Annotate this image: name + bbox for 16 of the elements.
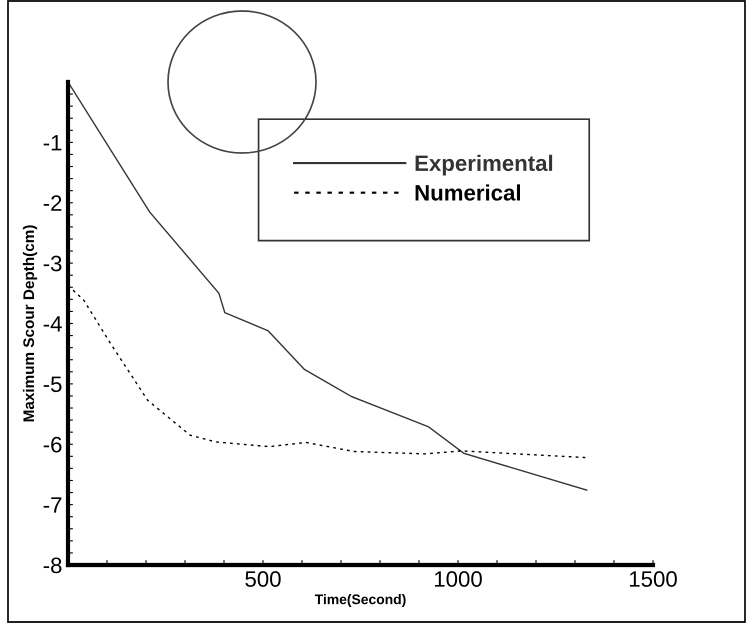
text: Numerical: [416, 184, 520, 201]
y-tick-label: -3: [44, 256, 62, 272]
text: Experimental: [416, 154, 552, 176]
x-tick-label: 1500: [630, 571, 677, 587]
x-tick-label: 1000: [434, 571, 482, 587]
x-tick-label: 500: [245, 571, 281, 587]
x-axis-title: Time(Second): [314, 594, 406, 607]
y-tick-label: -8: [44, 558, 62, 574]
y-tick-label: -5: [44, 376, 62, 392]
y-tick-label: -7: [44, 497, 62, 513]
y-axis-title: Maximum Scour Depth(cm): [22, 225, 38, 422]
line-series: [68, 82, 588, 491]
y-tick-label: -6: [44, 436, 62, 453]
y-tick-label: -4: [44, 316, 62, 332]
y-tick-label: -1: [44, 135, 62, 150]
y-tick-label: -2: [44, 195, 62, 211]
